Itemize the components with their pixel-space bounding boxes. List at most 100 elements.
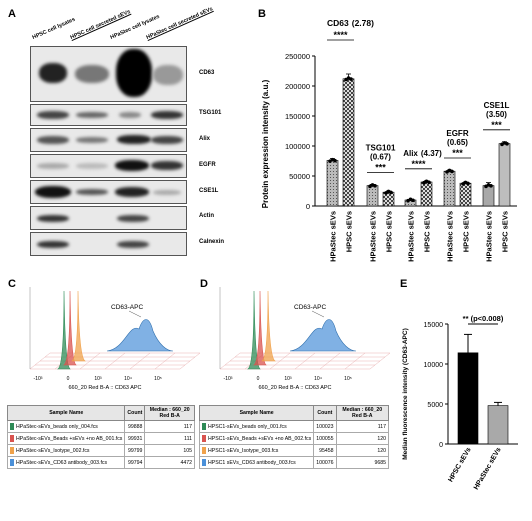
blot-label: CSE1L	[199, 188, 219, 194]
sample-name-cell: HPaStec-sEVs_beads only_004.fcs	[6, 420, 126, 433]
data-point	[466, 181, 470, 186]
blot-label: Calnexin	[199, 239, 225, 245]
y-tick-label: 100000	[285, 142, 310, 151]
y-axis-label: Median fluorescence intensity (CD63-APC)	[402, 328, 409, 459]
sample-color-swatch	[10, 459, 14, 466]
group-name: EGFR	[446, 129, 468, 138]
blot-alix	[30, 128, 187, 152]
x-tick-label: HPaStec sEVs	[407, 211, 416, 262]
col-header: Sample Name	[6, 405, 126, 421]
blot-label: Actin	[199, 213, 214, 219]
grid-line	[129, 352, 151, 370]
significance-label: ** (p<0.008)	[463, 314, 504, 323]
median-cell: 111	[144, 432, 195, 445]
data-point	[349, 77, 353, 81]
count-cell: 99799	[124, 444, 146, 457]
grid-line	[219, 352, 241, 370]
sample-color-swatch	[202, 435, 206, 442]
x-tick-label: -10³	[224, 376, 233, 382]
x-tick-label: 10⁴	[314, 376, 322, 382]
group-name: CSE1L	[484, 101, 510, 110]
sample-name: HPaStec-sEVs_Beads +sEVs +no AB_001.fcs	[16, 435, 123, 442]
x-tick-label: 10³	[284, 376, 292, 382]
col-header: Median : 660_20 Red B-A	[144, 405, 195, 421]
sample-name-cell: HPSC1-sEVs_Isotype_003.fcs	[198, 444, 315, 457]
median-cell: 117	[144, 420, 195, 433]
y-tick-label: 50000	[289, 172, 310, 181]
histogram-peak	[71, 290, 86, 362]
panel-letter-a: A	[8, 8, 16, 20]
bar	[326, 160, 339, 207]
blot-actin	[30, 206, 187, 230]
col-header: Median : 660_20 Red B-A	[335, 405, 390, 421]
bar	[459, 182, 472, 207]
bar	[382, 191, 395, 207]
sample-name-cell: HPaStec-sEVs_Isotype_002.fcs	[6, 444, 126, 457]
sample-name: HPaStec-sEVs_Isotype_002.fcs	[16, 447, 90, 454]
y-tick-label: 15000	[424, 322, 444, 329]
sample-name: HPSC1-sEVs_Isotype_003.fcs	[208, 447, 279, 454]
significance-stars: ***	[452, 148, 463, 158]
x-tick-label: HPSC sEVs	[501, 211, 510, 252]
sample-color-swatch	[202, 459, 206, 466]
bar	[420, 181, 433, 207]
x-tick-label: HPSC sEVs	[385, 211, 394, 252]
significance-stars: ****	[411, 159, 426, 169]
y-tick-label: 150000	[285, 112, 310, 121]
data-point	[389, 190, 393, 195]
group-name: TSG101	[366, 143, 396, 152]
sample-name: HPSC1 sEVs_CD63 antibody_003.fcs	[208, 459, 296, 466]
grid-line	[154, 352, 176, 370]
panel-letter-b: B	[258, 8, 266, 20]
sample-name-cell: HPSC1-sEVs_beads only_001.fcs	[198, 420, 315, 433]
significance-stars: ***	[491, 120, 502, 130]
sample-name: HPSC1-sEVs_beads only_001.fcs	[208, 423, 287, 430]
x-axis-label: 660_20 Red B-A :: CD63 APC	[68, 385, 141, 391]
sample-name-cell: HPaStec-sEVs_Beads +sEVs +no AB_001.fcs	[6, 432, 126, 445]
count-cell: 100076	[313, 456, 337, 469]
data-point	[489, 184, 493, 188]
data-point	[411, 198, 415, 203]
y-tick-label: 200000	[285, 82, 310, 91]
col-header: Count	[124, 405, 146, 421]
blot-egfr	[30, 154, 187, 178]
count-cell: 99931	[124, 432, 146, 445]
data-point	[505, 142, 509, 146]
group-ratio: (0.67)	[370, 152, 391, 161]
flow-table-c: Sample Name Count Median : 660_20 Red B-…	[6, 405, 195, 469]
panel-letter-e: E	[400, 278, 408, 290]
blot-label: EGFR	[199, 162, 216, 168]
count-cell: 100023	[313, 420, 337, 433]
count-cell: 95458	[313, 444, 337, 457]
callout-line	[128, 310, 142, 318]
significance-stars: ****	[333, 30, 348, 40]
marker-label: CD63-APC	[294, 304, 326, 311]
marker-label: CD63-APC	[111, 304, 143, 311]
bar	[443, 170, 456, 207]
x-tick-label: HPaStec sEVs	[329, 211, 338, 262]
blot-tsg101	[30, 104, 187, 126]
sample-color-swatch	[202, 423, 206, 430]
x-tick-label: 10⁵	[154, 376, 162, 382]
count-cell: 99888	[124, 420, 146, 433]
data-point	[450, 169, 454, 174]
x-tick-label: 0	[257, 376, 260, 382]
grid-line	[369, 352, 390, 370]
bar	[498, 143, 511, 207]
sample-color-swatch	[202, 447, 206, 454]
grid-line	[319, 352, 341, 370]
median-cell: 4472	[144, 456, 195, 469]
grid-line	[179, 352, 200, 370]
y-axis-label: Protein expression intensity (a.u.)	[261, 79, 270, 208]
x-tick-label: HPSC sEVs	[447, 446, 472, 483]
x-tick-label: HPaStec sEVs	[485, 211, 494, 262]
x-axis-label: 660_20 Red B-A :: CD63 APC	[258, 385, 331, 391]
median-cell: 117	[335, 420, 390, 433]
x-tick-label: HPaStec sEVs	[446, 211, 455, 262]
grid-line	[344, 352, 366, 370]
x-tick-label: 10³	[94, 376, 102, 382]
y-tick-label: 0	[306, 202, 310, 211]
mfi-chart: Median fluorescence intensity (CD63-APC)…	[402, 314, 518, 491]
